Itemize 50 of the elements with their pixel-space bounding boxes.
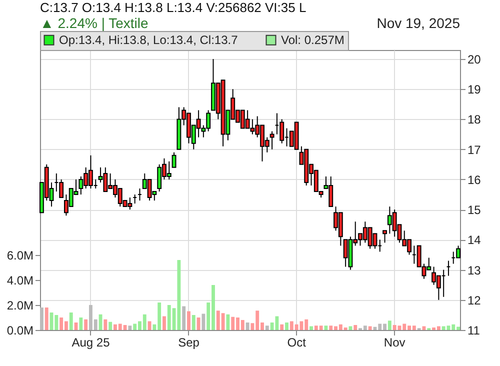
y-tick-label: 17 — [468, 142, 482, 157]
bar — [192, 315, 196, 330]
bar — [280, 324, 284, 330]
chart-subtitle: ▲ 2.24% | Textile — [40, 15, 148, 31]
bar — [388, 320, 392, 330]
bar — [40, 308, 44, 330]
bar — [226, 314, 230, 330]
y-tick-label: 14 — [468, 233, 482, 248]
x-tick-label: Aug 25 — [72, 336, 110, 350]
text: Nov 19, 2025 — [376, 15, 460, 31]
bar — [104, 319, 108, 330]
bar — [310, 326, 313, 330]
y2-tick-label: 2.0M — [6, 298, 34, 312]
y2-tick-label: 6.0M — [6, 248, 34, 262]
bar — [128, 326, 132, 330]
bar — [69, 312, 73, 330]
x-tick-label: Oct — [287, 336, 307, 350]
x-tick-label: Sep — [178, 336, 200, 350]
legend-label: Vol: 0.257M — [281, 33, 344, 48]
bar — [182, 306, 186, 330]
y2-tick-label: 0.0M — [6, 324, 34, 338]
bar — [285, 322, 288, 330]
bar — [196, 318, 200, 330]
y-tick-label: 13 — [468, 263, 482, 278]
bar — [368, 326, 372, 330]
y-tick-label: 20 — [468, 52, 482, 67]
bar — [324, 326, 328, 330]
bar — [162, 316, 166, 330]
candlestick — [382, 230, 387, 244]
y2-tick-label: 4.0M — [6, 274, 34, 288]
y-tick-label: 16 — [468, 172, 482, 187]
y-tick-label: 18 — [468, 112, 482, 127]
y-tick-label: 12 — [468, 293, 482, 308]
candlestick — [172, 152, 176, 168]
bar — [84, 319, 88, 330]
y-tick-label: 11 — [468, 324, 480, 338]
bar — [354, 325, 358, 330]
chart-title: C:13.7 O:13.4 H:13.8 L:13.4 V:256862 VI:35 L — [40, 0, 306, 15]
y-tick-label: 15 — [468, 203, 482, 218]
bar — [44, 308, 48, 330]
bar — [79, 318, 83, 330]
bar — [187, 311, 190, 330]
bar — [108, 322, 112, 330]
bar — [246, 322, 250, 330]
y-tick-label: 19 — [468, 82, 482, 97]
bar — [265, 326, 269, 330]
candlestick — [270, 130, 274, 150]
x-tick-label: Nov — [384, 336, 406, 350]
legend-label: Op:13.4, Hi:13.8, Lo:13.4, Cl:13.7 — [59, 33, 238, 48]
bar — [202, 314, 206, 330]
